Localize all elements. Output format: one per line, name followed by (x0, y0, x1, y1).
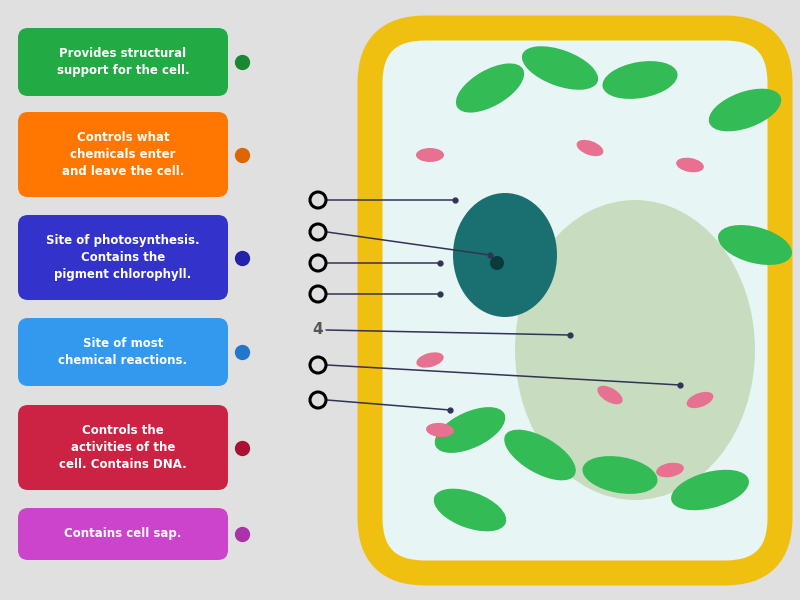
FancyBboxPatch shape (18, 215, 228, 300)
Text: Provides structural
support for the cell.: Provides structural support for the cell… (57, 47, 190, 77)
Ellipse shape (434, 488, 506, 532)
Text: Controls what
chemicals enter
and leave the cell.: Controls what chemicals enter and leave … (62, 131, 184, 178)
Ellipse shape (515, 200, 755, 500)
Text: Site of photosynthesis.
Contains the
pigment chlorophyll.: Site of photosynthesis. Contains the pig… (46, 234, 200, 281)
Ellipse shape (490, 256, 504, 270)
Ellipse shape (656, 463, 684, 478)
FancyBboxPatch shape (370, 28, 780, 573)
Ellipse shape (709, 89, 782, 131)
Ellipse shape (416, 148, 444, 162)
Ellipse shape (582, 456, 658, 494)
Ellipse shape (453, 193, 557, 317)
FancyBboxPatch shape (18, 318, 228, 386)
Text: Site of most
chemical reactions.: Site of most chemical reactions. (58, 337, 187, 367)
Ellipse shape (671, 470, 749, 510)
Ellipse shape (676, 158, 704, 172)
Ellipse shape (598, 386, 622, 404)
Ellipse shape (416, 352, 444, 368)
Ellipse shape (504, 430, 576, 481)
Ellipse shape (577, 140, 603, 156)
Ellipse shape (456, 64, 524, 113)
FancyBboxPatch shape (18, 112, 228, 197)
Ellipse shape (434, 407, 506, 453)
Ellipse shape (426, 423, 454, 437)
Text: Contains cell sap.: Contains cell sap. (64, 527, 182, 541)
Ellipse shape (602, 61, 678, 99)
Ellipse shape (718, 225, 792, 265)
Text: 4: 4 (313, 323, 323, 337)
Text: Controls the
activities of the
cell. Contains DNA.: Controls the activities of the cell. Con… (59, 424, 187, 471)
FancyBboxPatch shape (18, 508, 228, 560)
Ellipse shape (522, 46, 598, 90)
Ellipse shape (686, 392, 714, 408)
FancyBboxPatch shape (18, 405, 228, 490)
FancyBboxPatch shape (18, 28, 228, 96)
